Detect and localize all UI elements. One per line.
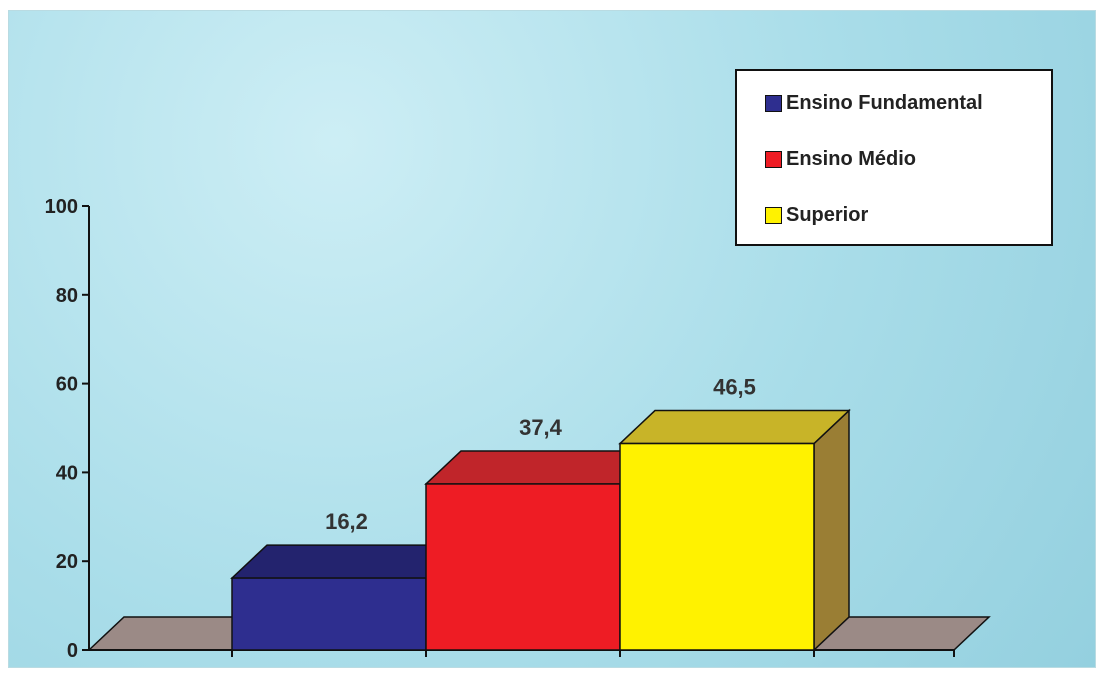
- bar-superior: [619, 442, 815, 651]
- data-label-ensino-medio: 37,4: [519, 415, 563, 440]
- legend-item-superior: Superior: [765, 203, 868, 227]
- y-tick-label: 40: [56, 462, 78, 484]
- bar-top-superior: [618, 409, 851, 445]
- legend-swatch-ensino-fundamental: [765, 94, 782, 112]
- legend-item-ensino-fundamental: Ensino Fundamental: [765, 91, 983, 115]
- legend-swatch-ensino-medio: [765, 150, 782, 168]
- bar-ensino-medio: [425, 483, 621, 651]
- legend-item-ensino-medio: Ensino Médio: [765, 147, 916, 171]
- bar-ensino-fundamental: [231, 577, 427, 651]
- legend: Ensino Fundamental Ensino Médio Superior: [735, 69, 1053, 246]
- legend-label: Ensino Fundamental: [786, 91, 983, 114]
- bar-chart: 0 20 40 60 80 100 16,2 37,4 46,5: [45, 196, 991, 662]
- legend-label: Ensino Médio: [786, 147, 916, 170]
- bar-side-superior: [813, 408, 850, 652]
- y-tick-label: 0: [67, 640, 78, 662]
- data-label-superior: 46,5: [713, 375, 756, 400]
- data-label-ensino-fundamental: 16,2: [325, 509, 368, 534]
- legend-label: Superior: [786, 203, 869, 226]
- y-tick-label: 100: [45, 196, 78, 218]
- legend-swatch-superior: [765, 206, 782, 224]
- y-tick-label: 60: [56, 374, 78, 396]
- y-tick-label: 20: [56, 551, 78, 573]
- y-tick-label: 80: [56, 285, 78, 307]
